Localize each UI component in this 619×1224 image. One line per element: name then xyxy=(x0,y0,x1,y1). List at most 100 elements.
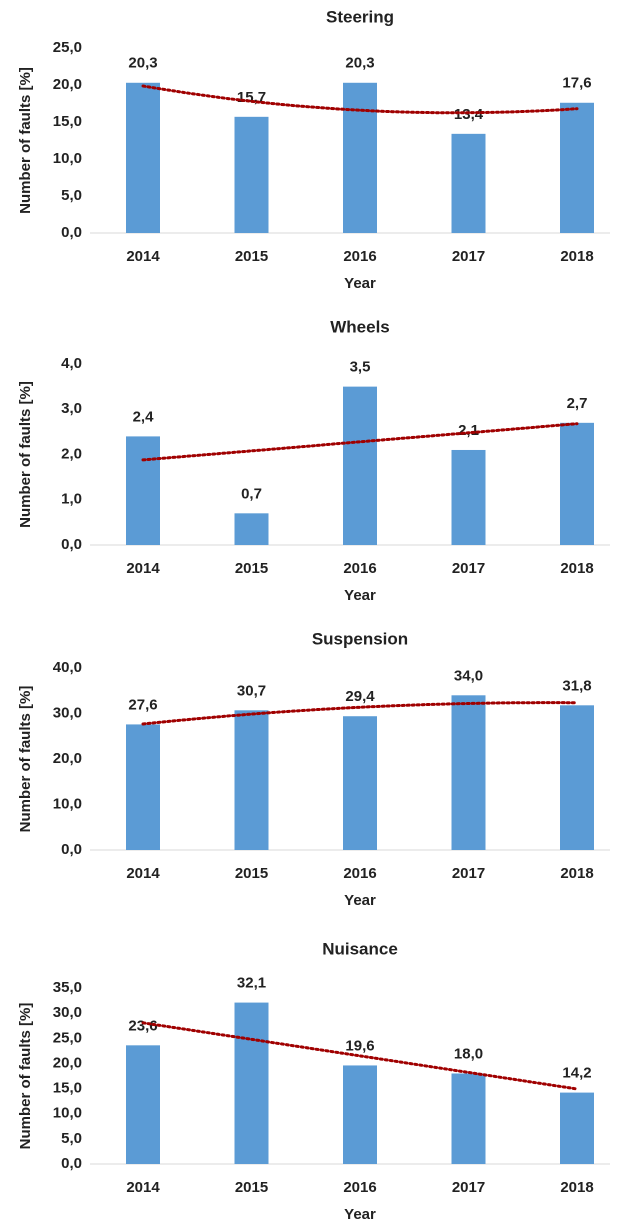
y-tick-label: 10,0 xyxy=(53,150,82,167)
x-axis-label: Year xyxy=(344,892,376,909)
x-tick-label: 2015 xyxy=(235,1179,268,1196)
bar xyxy=(343,716,377,850)
x-tick-label: 2018 xyxy=(560,1179,593,1196)
data-label: 20,3 xyxy=(128,55,157,72)
y-axis-label: Number of faults [%] xyxy=(17,67,34,214)
bar xyxy=(126,436,160,545)
bar xyxy=(126,82,160,233)
x-tick-label: 2017 xyxy=(452,1179,485,1196)
bar xyxy=(451,449,486,545)
trendline xyxy=(141,1021,579,1091)
trendline xyxy=(141,84,579,115)
y-tick-label: 0,0 xyxy=(61,536,82,553)
data-label: 13,4 xyxy=(454,106,484,123)
x-tick-label: 2018 xyxy=(560,560,593,577)
x-tick-label: 2015 xyxy=(235,865,268,882)
chart-title: Steering xyxy=(326,7,394,26)
y-tick-label: 3,0 xyxy=(61,400,82,417)
y-axis-label: Number of faults [%] xyxy=(17,686,34,833)
x-tick-label: 2016 xyxy=(343,1179,376,1196)
bar xyxy=(451,695,486,850)
chart-title: Wheels xyxy=(330,317,390,336)
y-tick-label: 30,0 xyxy=(53,704,82,721)
y-tick-label: 25,0 xyxy=(53,1029,82,1046)
chart-title: Nuisance xyxy=(322,939,398,958)
y-tick-label: 0,0 xyxy=(61,1155,82,1172)
y-tick-label: 15,0 xyxy=(53,1080,82,1097)
x-tick-label: 2014 xyxy=(126,1179,160,1196)
bar xyxy=(560,1092,594,1164)
y-tick-label: 0,0 xyxy=(61,841,82,858)
data-label: 14,2 xyxy=(562,1065,591,1082)
bar xyxy=(560,422,594,545)
x-tick-label: 2015 xyxy=(235,560,268,577)
y-tick-label: 0,0 xyxy=(61,224,82,241)
bar xyxy=(560,705,594,850)
x-tick-label: 2018 xyxy=(560,248,593,265)
data-label: 2,4 xyxy=(133,408,155,425)
data-label: 30,7 xyxy=(237,682,266,699)
x-tick-label: 2014 xyxy=(126,248,160,265)
x-tick-label: 2015 xyxy=(235,248,268,265)
data-label: 17,6 xyxy=(562,75,591,92)
bar xyxy=(126,724,160,850)
y-tick-label: 20,0 xyxy=(53,76,82,93)
x-tick-label: 2014 xyxy=(126,865,160,882)
x-tick-label: 2017 xyxy=(452,560,485,577)
x-axis-label: Year xyxy=(344,1206,376,1223)
bar xyxy=(343,1065,377,1164)
y-tick-label: 4,0 xyxy=(61,355,82,372)
data-label: 27,6 xyxy=(128,696,157,713)
y-tick-label: 35,0 xyxy=(53,979,82,996)
x-tick-label: 2016 xyxy=(343,248,376,265)
data-label: 2,1 xyxy=(458,422,479,439)
y-tick-label: 30,0 xyxy=(53,1004,82,1021)
data-label: 32,1 xyxy=(237,975,266,992)
x-tick-label: 2016 xyxy=(343,560,376,577)
y-tick-label: 25,0 xyxy=(53,39,82,56)
y-tick-label: 1,0 xyxy=(61,491,82,508)
bar xyxy=(234,116,269,233)
bar xyxy=(234,513,269,545)
chart-title: Suspension xyxy=(312,629,408,648)
x-tick-label: 2017 xyxy=(452,865,485,882)
data-label: 20,3 xyxy=(345,55,374,72)
bar xyxy=(451,133,486,233)
y-tick-label: 15,0 xyxy=(53,113,82,130)
y-tick-label: 20,0 xyxy=(53,750,82,767)
data-label: 18,0 xyxy=(454,1045,483,1062)
y-tick-label: 40,0 xyxy=(53,659,82,676)
trendline xyxy=(141,701,579,726)
data-label: 31,8 xyxy=(562,677,591,694)
bar xyxy=(343,386,377,545)
y-axis-label: Number of faults [%] xyxy=(17,381,34,528)
x-axis-label: Year xyxy=(344,275,376,292)
x-tick-label: 2016 xyxy=(343,865,376,882)
x-axis-label: Year xyxy=(344,587,376,604)
y-tick-label: 10,0 xyxy=(53,795,82,812)
x-tick-label: 2017 xyxy=(452,248,485,265)
x-tick-label: 2014 xyxy=(126,560,160,577)
bar xyxy=(126,1045,160,1164)
y-tick-label: 5,0 xyxy=(61,1130,82,1147)
bar xyxy=(560,102,594,233)
data-label: 34,0 xyxy=(454,667,483,684)
trendline xyxy=(141,422,579,462)
bar xyxy=(234,710,269,850)
y-tick-label: 10,0 xyxy=(53,1105,82,1122)
y-axis-label: Number of faults [%] xyxy=(17,1003,34,1150)
data-label: 3,5 xyxy=(350,359,371,376)
data-label: 23,6 xyxy=(128,1017,157,1034)
data-label: 19,6 xyxy=(345,1037,374,1054)
y-tick-label: 5,0 xyxy=(61,187,82,204)
bar xyxy=(234,1002,269,1164)
data-label: 0,7 xyxy=(241,485,262,502)
y-tick-label: 2,0 xyxy=(61,445,82,462)
y-tick-label: 20,0 xyxy=(53,1054,82,1071)
x-tick-label: 2018 xyxy=(560,865,593,882)
bar xyxy=(343,82,377,233)
data-label: 2,7 xyxy=(567,395,588,412)
data-label: 29,4 xyxy=(345,688,375,705)
